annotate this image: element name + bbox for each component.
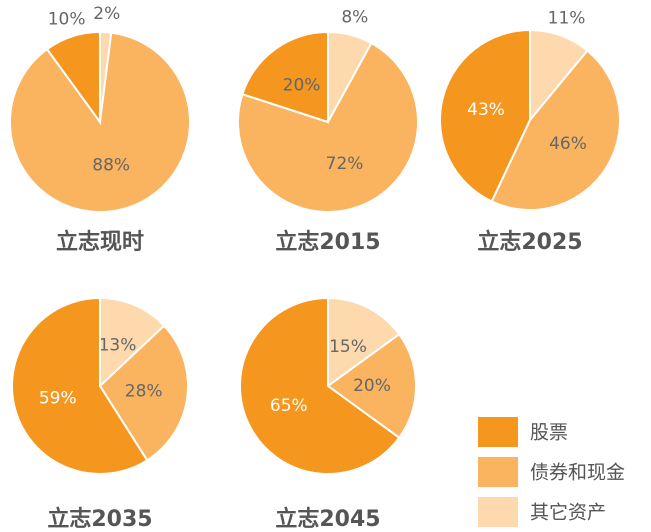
- slice-label: 65%: [270, 396, 308, 416]
- pie-title: 立志2025: [477, 229, 582, 255]
- legend-swatch: [478, 457, 518, 487]
- pie-title: 立志2015: [275, 229, 380, 255]
- legend-swatch: [478, 497, 518, 527]
- slice-label: 20%: [353, 376, 391, 396]
- slice-label: 88%: [92, 156, 130, 176]
- slice-label: 28%: [125, 382, 163, 402]
- pie-slice: [99, 296, 166, 389]
- pie-title: 立志2035: [47, 506, 152, 532]
- pie-slice: [237, 41, 419, 213]
- slice-label: 15%: [329, 337, 367, 357]
- pie-slice: [239, 296, 401, 475]
- pie-slice: [11, 296, 149, 475]
- legend-label: 股票: [530, 422, 568, 444]
- pie-title: 立志现时: [56, 229, 144, 255]
- pie-slice: [45, 30, 101, 126]
- pie-slice: [241, 30, 329, 124]
- slice-label: 8%: [341, 7, 368, 27]
- pie-title: 立志2045: [275, 506, 380, 532]
- pie-slice: [326, 332, 417, 440]
- slice-label: 72%: [326, 154, 364, 174]
- pie-slice: [490, 49, 621, 211]
- slice-label: 2%: [93, 4, 120, 24]
- slice-label: 46%: [549, 134, 587, 154]
- legend-label: 债券和现金: [530, 462, 625, 484]
- slice-label: 59%: [39, 388, 77, 408]
- legend-swatch: [478, 417, 518, 447]
- slice-label: 11%: [548, 8, 586, 28]
- slice-label: 10%: [48, 9, 86, 29]
- pie-slice: [98, 324, 189, 462]
- slice-label: 13%: [99, 336, 137, 356]
- pie-slice: [439, 28, 531, 203]
- pie-slice: [327, 296, 401, 388]
- slice-label: 43%: [467, 100, 505, 120]
- slice-label: 20%: [283, 76, 321, 96]
- legend-label: 其它资产: [530, 502, 606, 524]
